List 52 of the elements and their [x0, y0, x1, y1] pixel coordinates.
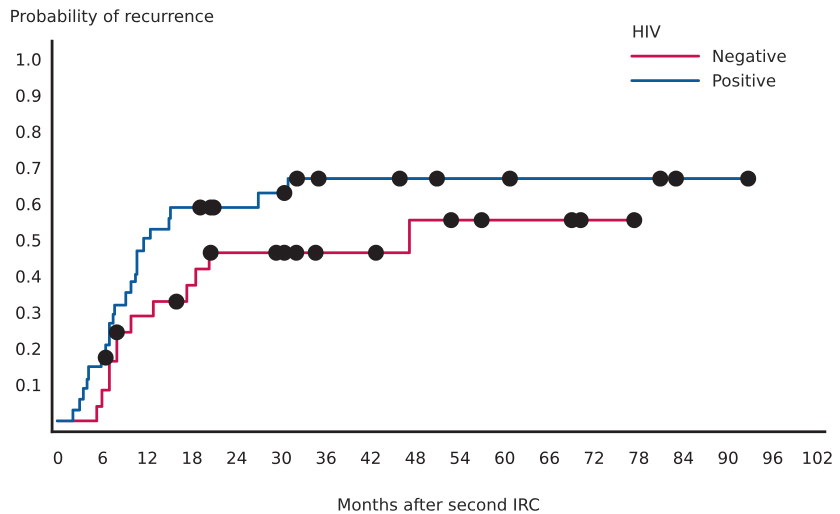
x-tick-label: 60 — [495, 452, 514, 464]
y-tick-label: 0.7 — [16, 162, 40, 174]
x-tick-label: 6 — [98, 452, 107, 464]
y-tick-label: 0.1 — [16, 378, 40, 392]
x-axis-title: Months after second IRC — [338, 498, 540, 511]
x-tick-label: 48 — [406, 452, 425, 464]
x-tick-label: 78 — [630, 452, 648, 464]
point — [502, 170, 518, 187]
x-tick-label: 84 — [674, 452, 694, 464]
x-tick-label: 54 — [450, 452, 470, 464]
point — [443, 212, 460, 228]
point — [98, 350, 114, 366]
y-tick-label: 0.9 — [16, 89, 40, 102]
y-tick-label: 0.5 — [16, 234, 40, 247]
point — [168, 294, 184, 310]
point — [289, 170, 305, 187]
point — [740, 170, 756, 187]
x-tick-label: 102 — [803, 452, 832, 464]
x-tick-label: 18 — [183, 452, 202, 464]
y-tick-label: 0.4 — [16, 270, 41, 283]
legend-title: HIV — [634, 25, 661, 38]
point — [626, 212, 642, 228]
point — [474, 212, 490, 228]
legend-label: Positive — [714, 74, 776, 87]
x-tick-label: 42 — [360, 452, 380, 464]
point — [202, 244, 219, 261]
point — [652, 170, 668, 187]
x-tick-label: 90 — [718, 452, 738, 464]
y-tick-label: 1.0 — [16, 53, 41, 66]
point — [368, 244, 384, 261]
y-tick-label: 0.6 — [16, 198, 41, 210]
point — [429, 170, 445, 187]
x-tick-label: 24 — [227, 452, 246, 464]
point — [276, 185, 292, 202]
x-tick-label: 72 — [584, 452, 604, 464]
y-tick-label: 0.8 — [16, 126, 41, 138]
y-tick-label: 0.3 — [16, 306, 40, 319]
x-tick-label: 30 — [272, 452, 291, 464]
point — [288, 244, 304, 261]
point — [668, 170, 684, 187]
y-axis-title: Probability of recurrence — [11, 9, 214, 26]
point — [310, 170, 327, 187]
x-tick-label: 12 — [138, 452, 156, 464]
legend-label: Negative — [714, 49, 786, 66]
y-tick-label: 0.2 — [16, 342, 40, 356]
point — [392, 170, 408, 187]
x-tick-label: 96 — [763, 452, 782, 464]
point — [308, 244, 324, 261]
x-tick-label: 66 — [540, 452, 559, 464]
point — [108, 324, 125, 340]
x-tick-label: 0 — [54, 452, 62, 464]
x-tick-label: 36 — [316, 452, 336, 464]
